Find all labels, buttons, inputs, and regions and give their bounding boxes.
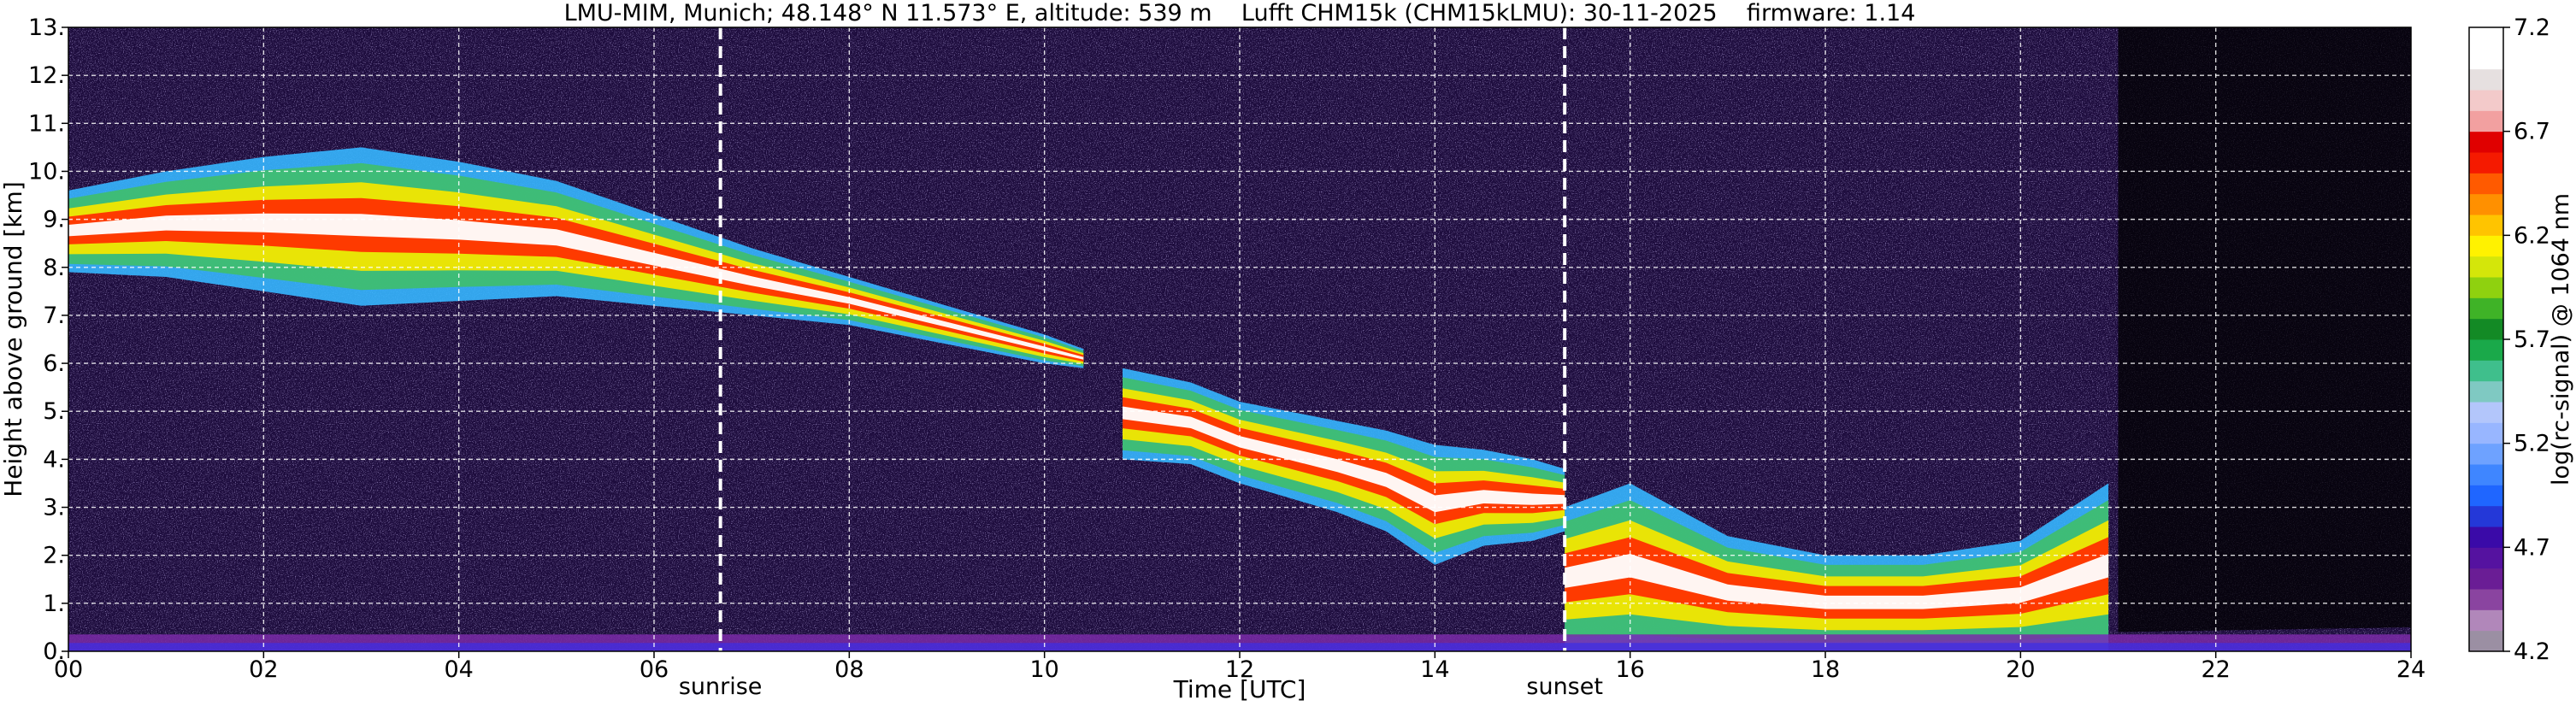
- x-axis-label: Time [UTC]: [1173, 675, 1306, 703]
- colorbar-step: [2469, 568, 2503, 590]
- y-tick-label: 10.: [28, 158, 65, 185]
- colorbar-step: [2469, 297, 2503, 320]
- y-axis-label: Height above ground [km]: [0, 181, 27, 497]
- colorbar-step: [2469, 48, 2503, 70]
- y-tick-label: 6.: [43, 350, 65, 377]
- y-tick-label: 5.: [43, 398, 65, 425]
- colorbar-step: [2469, 422, 2503, 444]
- colorbar-step: [2469, 527, 2503, 548]
- colorbar-step: [2469, 339, 2503, 361]
- x-ticks: 00 02 04 06 08 10 12 14 16 18 20 22 24: [54, 651, 2426, 683]
- y-tick-label: 11.: [28, 110, 65, 137]
- x-tick-label: 18: [1811, 656, 1840, 683]
- feature-layer: [1123, 397, 1565, 525]
- colorbar-step: [2469, 110, 2503, 132]
- x-tick-label: 24: [2396, 656, 2426, 683]
- colorbar-step: [2469, 589, 2503, 610]
- x-tick-label: 06: [640, 656, 669, 683]
- colorbar-step: [2469, 152, 2503, 174]
- colorbar-step: [2469, 505, 2503, 527]
- colorbar-steps: [2469, 27, 2503, 652]
- plot-area: [68, 27, 2411, 651]
- y-tick-label: 3.: [43, 495, 65, 521]
- colorbar-tick-label: 5.2: [2514, 431, 2550, 457]
- colorbar-step: [2469, 68, 2503, 91]
- sunset-label: sunset: [1526, 674, 1603, 700]
- colorbar-step: [2469, 318, 2503, 340]
- y-tick-label: 1.: [43, 591, 65, 617]
- x-tick-label: 22: [2201, 656, 2230, 683]
- x-tick-label: 20: [2006, 656, 2035, 683]
- colorbar-label: log(rc-signal) @ 1064 nm: [2548, 193, 2574, 485]
- colorbar-tick-label: 5.7: [2514, 327, 2550, 353]
- colorbar-tick-label: 7.2: [2514, 15, 2550, 41]
- colorbar-step: [2469, 485, 2503, 507]
- colorbar-step: [2469, 630, 2503, 652]
- colorbar-step: [2469, 402, 2503, 423]
- colorbar-step: [2469, 380, 2503, 403]
- colorbar-step: [2469, 90, 2503, 111]
- x-tick-label: 04: [444, 656, 473, 683]
- feature-layer: [68, 197, 1084, 362]
- y-tick-label: 2.: [43, 543, 65, 569]
- feature-upper-cloud-band: [68, 147, 1084, 368]
- x-tick-label: 12: [1225, 656, 1254, 683]
- colorbar: 4.2 4.7 5.2 5.7 6.2 6.7 7.2 log(rc-signal) @ 1…: [2468, 15, 2574, 665]
- colorbar-step: [2469, 27, 2503, 49]
- colorbar-tick-label: 6.7: [2514, 119, 2550, 145]
- x-tick-label: 08: [834, 656, 864, 683]
- x-tick-label: 16: [1615, 656, 1644, 683]
- feature-descending-dense-cloud: [1123, 368, 1565, 565]
- colorbar-tick-label: 4.7: [2514, 534, 2550, 561]
- colorbar-tick-label: 4.2: [2514, 638, 2550, 665]
- x-tick-label: 02: [249, 656, 278, 683]
- attenuated-region: [2118, 27, 2411, 632]
- colorbar-step: [2469, 547, 2503, 569]
- colorbar-step: [2469, 277, 2503, 298]
- colorbar-step: [2469, 360, 2503, 382]
- colorbar-step: [2469, 215, 2503, 236]
- y-tick-label: 12.: [28, 62, 65, 89]
- colorbar-step: [2469, 173, 2503, 195]
- chart-title: LMU-MIM, Munich; 48.148° N 11.573° E, al…: [564, 0, 1916, 26]
- feature-layer: [1123, 406, 1565, 513]
- x-tick-label: 10: [1029, 656, 1058, 683]
- colorbar-step: [2469, 443, 2503, 465]
- feature-layer: [68, 213, 1084, 360]
- y-tick-label: 7.: [43, 303, 65, 329]
- colorbar-step: [2469, 235, 2503, 257]
- x-tick-label: 00: [54, 656, 83, 683]
- y-tick-label: 8.: [43, 255, 65, 281]
- colorbar-step: [2469, 131, 2503, 153]
- grid: [68, 27, 2411, 651]
- feature-layer: [1565, 554, 2109, 609]
- y-tick-label: 9.: [43, 207, 65, 233]
- y-tick-label: 13.: [28, 15, 65, 41]
- colorbar-step: [2469, 193, 2503, 215]
- colorbar-ticks: 4.2 4.7 5.2 5.7 6.2 6.7 7.2: [2503, 15, 2550, 665]
- annotation-lines: [718, 27, 1567, 651]
- y-tick-label: 0.: [43, 638, 65, 665]
- colorbar-step: [2469, 256, 2503, 278]
- colorbar-step: [2469, 609, 2503, 632]
- y-tick-label: 4.: [43, 446, 65, 473]
- sunrise-label: sunrise: [679, 674, 763, 700]
- colorbar-tick-label: 6.2: [2514, 222, 2550, 249]
- x-tick-label: 14: [1420, 656, 1449, 683]
- annotation-labels: sunrise sunset: [679, 674, 1603, 700]
- y-ticks: 0. 1. 2. 3. 4. 5. 6. 7. 8. 9. 10. 11. 12. 13.: [28, 15, 68, 665]
- colorbar-step: [2469, 464, 2503, 485]
